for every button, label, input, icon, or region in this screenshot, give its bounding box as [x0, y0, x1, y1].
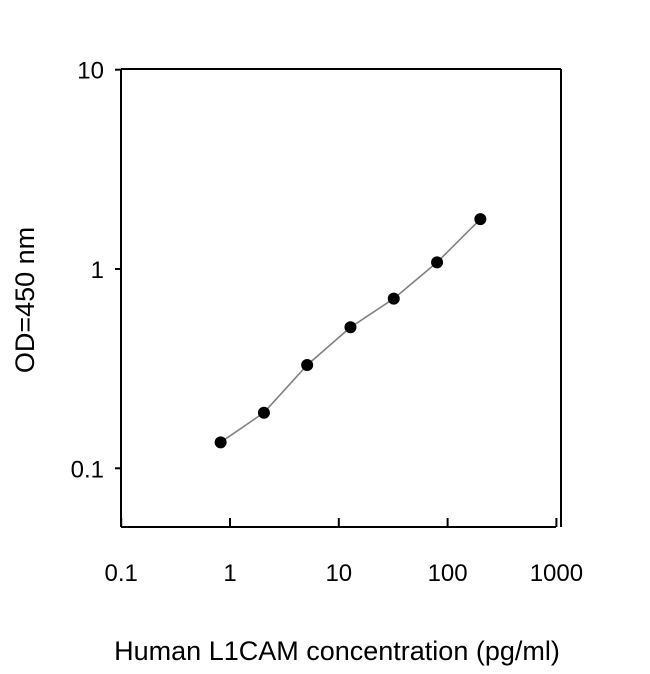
data-point-marker	[301, 358, 314, 371]
data-point-marker	[474, 213, 487, 226]
x-axis-ticks: 0.1 1 10 100 1000	[105, 518, 583, 587]
x-axis-title: Human L1CAM concentration (pg/ml)	[114, 636, 560, 666]
x-tick-label: 1000	[530, 560, 583, 587]
x-tick-label: 1	[223, 560, 236, 587]
data-point-marker	[257, 406, 270, 419]
x-tick-label: 100	[428, 560, 468, 587]
y-axis-ticks: 0.1 1 10	[71, 58, 121, 483]
x-tick-label: 10	[325, 560, 352, 587]
y-axis-title: OD=450 nm	[10, 227, 40, 373]
data-points	[214, 213, 487, 449]
plot-frame	[120, 68, 562, 528]
data-point-marker	[431, 256, 444, 269]
data-point-marker	[387, 292, 400, 305]
y-tick-label: 0.1	[71, 456, 104, 483]
data-point-marker	[214, 436, 227, 449]
data-point-marker	[344, 321, 357, 334]
y-tick-label: 1	[91, 257, 104, 284]
y-tick-label: 10	[77, 58, 104, 85]
x-tick-label: 0.1	[105, 560, 138, 587]
